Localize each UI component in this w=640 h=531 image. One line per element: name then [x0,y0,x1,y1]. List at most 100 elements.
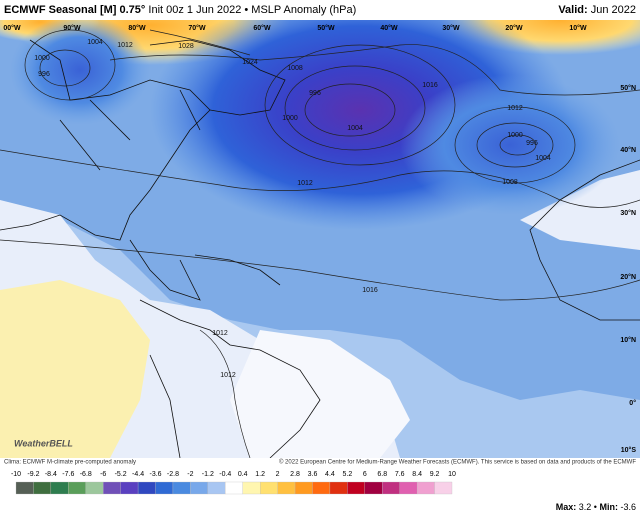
map-labels: 00°W 90°W 80°W 70°W 60°W 50°W 40°W 30°W 20°W 10°W… [3,24,636,454]
max-label: Max: [556,502,577,512]
longitude-label: 30°W [442,24,460,32]
colorbar-tick-label: -10 [11,471,21,478]
contour-label: 1024 [242,59,258,66]
anomaly-low [400,75,620,215]
colorbar-tick-label: 5.2 [342,471,352,478]
colorbar-tick-label: 3.6 [308,471,318,478]
colorbar-tick-label: -0.4 [219,471,231,478]
contour-label: 1016 [362,287,378,294]
contour-label: 1012 [507,105,523,112]
climo-note: Clima: ECMWF M-climate pre-computed anom… [4,460,136,466]
latitude-label: 50°N [620,84,636,92]
colorbar-tick-label: -6.8 [80,471,92,478]
colorbar-tick-label: -3.6 [149,471,161,478]
colorbar-swatch [434,481,453,495]
colorbar-tick-label: -2.8 [167,471,179,478]
title-bold: ECMWF Seasonal [M] 0.75° [4,4,145,16]
colorbar-tick-label: 4.4 [325,471,335,478]
longitude-label: 10°W [569,24,587,32]
contour-label: 1012 [212,330,228,337]
colorbar-swatch [190,481,208,495]
stats: Max: 3.2 • Min: -3.6 [556,502,636,512]
contour-label: 996 [309,90,321,97]
contour-label: 1012 [117,42,133,49]
contour-label: 996 [38,71,50,78]
longitude-label: 70°W [188,24,206,32]
contour-label: 1012 [220,372,236,379]
contour-label: 1008 [502,179,518,186]
colorbar-swatch [399,481,418,495]
contour-label: 1004 [535,155,551,162]
colorbar-tick-label: -2 [187,471,193,478]
longitude-label: 60°W [253,24,271,32]
colorbar-swatch [155,481,174,495]
latitude-label: 20°N [620,273,636,281]
colorbar: -10 -9.2 -8.4 -7.6 -6.8 -6 -5.2 -4.4 -3.6 -2.8 -2 -… [11,471,456,495]
copyright: © 2022 European Centre for Medium-Range … [279,459,636,466]
anomaly-low [10,20,150,125]
colorbar-swatch [347,481,365,495]
colorbar-swatch [329,481,348,495]
colorbar-tick-label: 1.2 [255,471,265,478]
contour-label: 1016 [422,82,438,89]
colorbar-swatch [260,481,278,495]
longitude-label: 90°W [63,24,81,32]
latitude-label: 0° [629,399,636,407]
isobars [0,29,640,458]
colorbar-swatch [33,481,52,495]
colorbar-tick-label: -9.2 [27,471,39,478]
map [0,20,640,458]
colorbar-swatch [294,481,313,495]
colorbar-tick-label: -6 [100,471,106,478]
contour-label: 1008 [287,65,303,72]
colorbar-tick-label: -5.2 [115,471,127,478]
colorbar-swatch [225,481,243,495]
colorbar-tick-label: 2.8 [290,471,300,478]
min-label: Min: [599,502,618,512]
colorbar-swatch [242,481,261,495]
max: 3.2 [579,502,592,512]
latitude-label: 10°N [620,336,636,344]
colorbar-swatch [68,481,86,495]
title-rest: Init 00z 1 Jun 2022 • MSLP Anomaly (hPa) [148,4,356,16]
separator: • [594,502,597,512]
colorbar-swatch [103,481,121,495]
colorbar-swatch [312,481,331,495]
colorbar-tick-label: 6.8 [377,471,387,478]
min: -3.6 [620,502,636,512]
longitude-label: 20°W [505,24,523,32]
colorbar-swatch [85,481,104,495]
contour-label: 1028 [178,43,194,50]
colorbar-tick-label: 8.4 [412,471,422,478]
colorbar-swatch [416,481,435,495]
colorbar-swatch [172,481,191,495]
colorbar-tick-label: -1.2 [202,471,214,478]
colorbar-swatch [364,481,383,495]
longitude-label: 80°W [128,24,146,32]
colorbar-swatch [277,481,296,495]
colorbar-swatch [207,481,226,495]
valid-label: Valid: [558,4,587,16]
colorbar-tick-label: 0.4 [238,471,248,478]
colorbar-swatch [137,481,156,495]
colorbar-tick-label: 7.6 [395,471,405,478]
colorbar-tick-label: -7.6 [62,471,74,478]
contour-label: 1000 [282,115,298,122]
anomaly-white [520,170,640,250]
anomaly-yellow [0,280,150,458]
colorbar-tick-label: 2 [276,471,280,478]
title: ECMWF Seasonal [M] 0.75° Init 00z 1 Jun … [4,4,356,16]
latitude-label: 30°N [620,209,636,217]
contour-label: 1000 [507,132,523,139]
longitude-label: 00°W [3,24,21,32]
contour-label: 1012 [297,180,313,187]
colorbar-tick-label: -4.4 [132,471,144,478]
valid: Valid: Jun 2022 [558,4,636,16]
latitude-label: 10°S [621,446,637,454]
coastlines [0,39,640,458]
anomaly-white [230,330,410,458]
colorbar-tick-label: -8.4 [45,471,57,478]
colorbar-swatch [382,481,400,495]
